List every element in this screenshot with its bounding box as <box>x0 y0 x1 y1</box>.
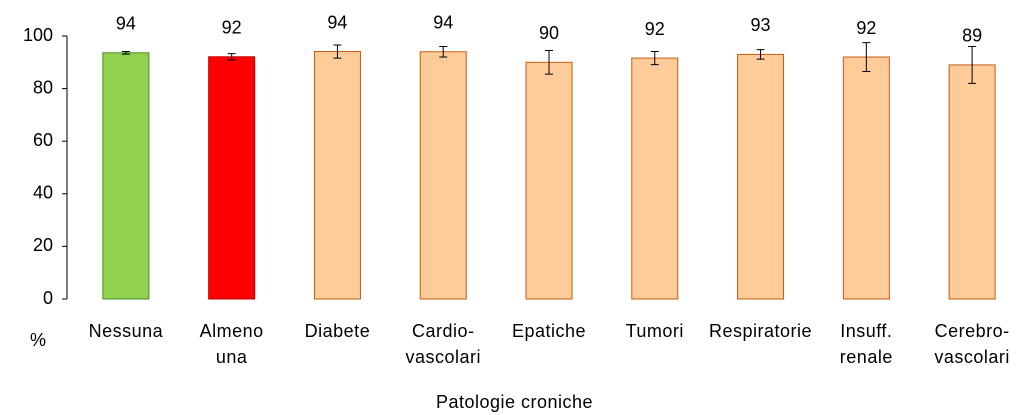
x-tick-label: Diabete <box>304 321 371 341</box>
x-tick-label: Insuff. renale <box>839 321 893 367</box>
y-axis-label: % <box>30 330 47 350</box>
error-bar <box>545 49 553 75</box>
error-bar <box>862 42 871 73</box>
x-tick-label: Nessuna <box>88 321 164 341</box>
error-bar <box>756 49 765 60</box>
error-bar <box>650 51 659 66</box>
value-label: 93 <box>751 15 771 35</box>
y-tick-label: 100 <box>23 25 53 45</box>
value-label: 94 <box>433 13 453 33</box>
error-bar <box>121 51 130 55</box>
value-label: 92 <box>856 18 876 38</box>
bar <box>313 51 361 300</box>
y-tick-label: 80 <box>33 77 53 97</box>
bar <box>102 52 150 300</box>
error-bar <box>968 46 977 84</box>
x-tick-label: Cardio- vascolari <box>405 321 481 367</box>
value-label: 94 <box>327 12 347 32</box>
value-label: 92 <box>645 19 665 39</box>
y-tick-label: 20 <box>33 235 53 255</box>
y-tick-label: 40 <box>33 183 53 203</box>
y-tick-label: 60 <box>33 130 53 150</box>
x-axis-title: Patologie croniche <box>435 392 594 412</box>
value-label: 94 <box>116 14 136 34</box>
bar <box>525 61 573 300</box>
bar <box>419 51 467 300</box>
error-bar <box>439 46 448 58</box>
x-tick-label: Cerebro- vascolari <box>934 321 1010 367</box>
value-label: 90 <box>539 23 559 43</box>
bar <box>948 64 996 300</box>
value-label: 92 <box>222 18 242 38</box>
bar <box>842 56 890 300</box>
x-tick-label: Epatiche <box>511 321 587 341</box>
bar <box>208 56 256 300</box>
error-bar <box>227 53 236 61</box>
bar <box>631 57 679 300</box>
error-bar <box>333 44 342 59</box>
y-tick-label: 0 <box>43 288 53 308</box>
bar <box>737 53 785 300</box>
x-tick-label: Tumori <box>625 321 684 341</box>
x-tick-label: Almeno una <box>199 321 264 367</box>
value-label: 89 <box>962 26 982 46</box>
x-tick-label: Respiratorie <box>709 321 813 341</box>
